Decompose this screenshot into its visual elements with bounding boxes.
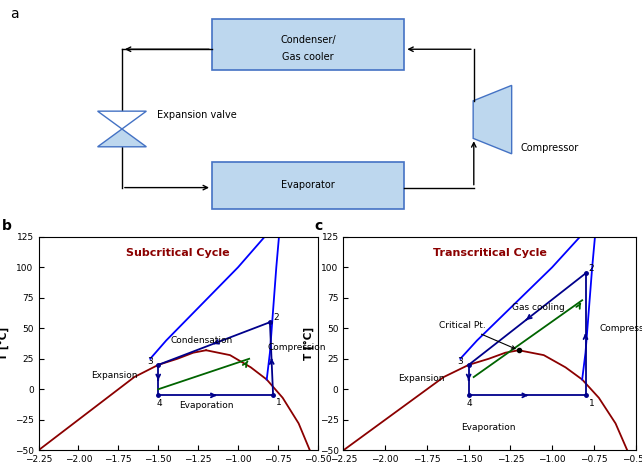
Text: Compression: Compression bbox=[268, 343, 326, 352]
Text: Expansion valve: Expansion valve bbox=[157, 110, 237, 120]
Text: Evaporator: Evaporator bbox=[281, 180, 335, 190]
Text: 4: 4 bbox=[467, 399, 473, 408]
Text: Expansion: Expansion bbox=[399, 374, 445, 383]
Text: b: b bbox=[2, 219, 12, 234]
Text: 2: 2 bbox=[273, 313, 279, 322]
Text: a: a bbox=[10, 7, 18, 21]
Text: Condenser/: Condenser/ bbox=[281, 35, 336, 45]
Text: 3: 3 bbox=[457, 356, 463, 366]
Text: Compression: Compression bbox=[600, 324, 642, 333]
Text: Gas cooler: Gas cooler bbox=[282, 52, 334, 62]
Polygon shape bbox=[473, 85, 512, 154]
Text: Evaporation: Evaporation bbox=[179, 401, 233, 409]
Text: Gas cooling: Gas cooling bbox=[512, 303, 565, 312]
Text: Evaporation: Evaporation bbox=[462, 423, 516, 431]
Text: Expansion: Expansion bbox=[91, 371, 137, 380]
Text: 1: 1 bbox=[589, 399, 594, 408]
Text: 1: 1 bbox=[276, 398, 282, 407]
Polygon shape bbox=[98, 111, 146, 129]
Polygon shape bbox=[98, 129, 146, 147]
Text: 2: 2 bbox=[589, 264, 594, 273]
Text: Compressor: Compressor bbox=[520, 143, 578, 153]
Text: Subcritical Cycle: Subcritical Cycle bbox=[126, 248, 230, 257]
FancyBboxPatch shape bbox=[212, 19, 404, 70]
FancyBboxPatch shape bbox=[212, 162, 404, 209]
Text: Condensation: Condensation bbox=[170, 336, 232, 345]
Y-axis label: T [°C]: T [°C] bbox=[304, 327, 314, 360]
Text: c: c bbox=[315, 219, 322, 234]
Text: 4: 4 bbox=[157, 399, 162, 408]
Text: Transcritical Cycle: Transcritical Cycle bbox=[433, 248, 546, 257]
Text: Critical Pt.: Critical Pt. bbox=[438, 321, 515, 349]
Text: 3: 3 bbox=[147, 356, 153, 366]
Y-axis label: T [°C]: T [°C] bbox=[0, 327, 9, 360]
